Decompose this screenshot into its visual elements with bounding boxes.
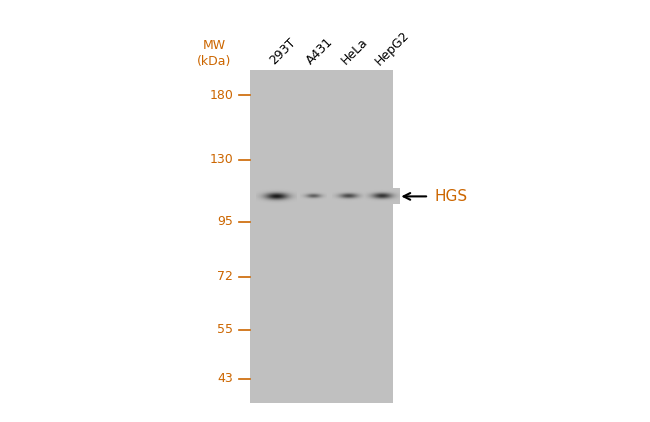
Text: A431: A431 bbox=[304, 35, 336, 68]
Text: 180: 180 bbox=[209, 89, 233, 102]
Text: 95: 95 bbox=[218, 215, 233, 228]
Text: 130: 130 bbox=[209, 153, 233, 166]
Text: HepG2: HepG2 bbox=[373, 28, 412, 68]
Text: HeLa: HeLa bbox=[339, 36, 370, 68]
Text: HGS: HGS bbox=[434, 189, 467, 204]
Text: 293T: 293T bbox=[267, 36, 298, 68]
Text: MW
(kDa): MW (kDa) bbox=[198, 38, 231, 68]
Text: 72: 72 bbox=[218, 270, 233, 283]
Text: 55: 55 bbox=[217, 323, 233, 336]
Bar bbox=[250, 70, 393, 403]
Text: 43: 43 bbox=[218, 372, 233, 385]
